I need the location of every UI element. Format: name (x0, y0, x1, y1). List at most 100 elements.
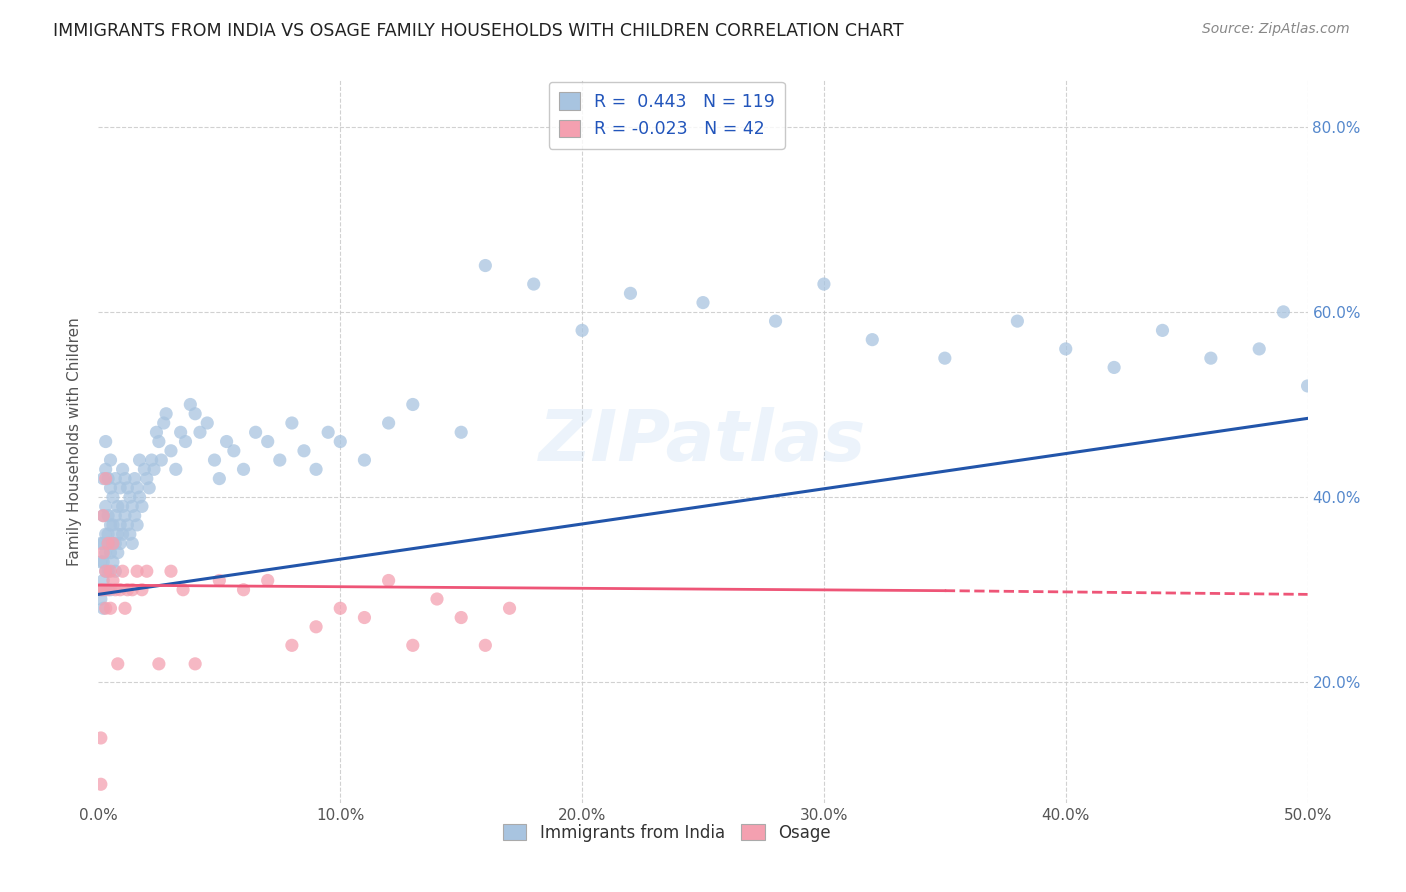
Point (91, 574, 114, 588)
Point (101, 555, 124, 569)
Point (150, 453, 173, 467)
Point (135, 472, 157, 486)
Point (111, 527, 134, 541)
Text: IMMIGRANTS FROM INDIA VS OSAGE FAMILY HOUSEHOLDS WITH CHILDREN CORRELATION CHART: IMMIGRANTS FROM INDIA VS OSAGE FAMILY HO… (53, 22, 904, 40)
Point (91, 601, 114, 615)
Point (165, 462, 187, 476)
Point (108, 517, 131, 532)
Point (1152, 323, 1174, 337)
Point (107, 527, 129, 541)
Point (232, 462, 254, 476)
Point (195, 416, 218, 430)
Point (184, 407, 207, 421)
Point (90, 731, 112, 745)
Point (91, 508, 114, 523)
Point (94, 462, 117, 476)
Point (97, 527, 120, 541)
Point (100, 564, 122, 578)
Point (1102, 360, 1125, 375)
Point (111, 564, 134, 578)
Point (141, 453, 163, 467)
Point (97, 536, 120, 550)
Point (353, 610, 375, 624)
Point (97, 536, 120, 550)
Point (111, 462, 134, 476)
Point (329, 601, 352, 615)
Point (305, 462, 328, 476)
Point (131, 500, 153, 514)
Point (1381, 351, 1403, 366)
Point (316, 425, 339, 440)
Point (172, 582, 194, 597)
Text: Source: ZipAtlas.com: Source: ZipAtlas.com (1202, 22, 1350, 37)
Point (104, 536, 127, 550)
Point (813, 277, 835, 291)
Point (245, 425, 267, 440)
Point (104, 472, 127, 486)
Point (450, 610, 472, 624)
Point (114, 472, 136, 486)
Point (90, 777, 112, 791)
Point (100, 582, 122, 597)
Point (90, 582, 112, 597)
Point (127, 564, 149, 578)
Point (1344, 397, 1367, 411)
Point (94, 434, 117, 449)
Point (134, 462, 156, 476)
Point (135, 564, 157, 578)
Point (1249, 342, 1271, 356)
Point (571, 323, 593, 337)
Point (118, 490, 141, 504)
Point (179, 397, 201, 411)
Point (94, 564, 117, 578)
Point (127, 517, 149, 532)
Point (765, 314, 787, 328)
Point (91, 536, 114, 550)
Point (101, 490, 124, 504)
Point (305, 620, 328, 634)
Point (101, 517, 124, 532)
Point (184, 657, 207, 671)
Point (498, 601, 520, 615)
Point (148, 657, 170, 671)
Point (94, 500, 117, 514)
Point (145, 425, 167, 440)
Point (281, 416, 304, 430)
Point (160, 564, 183, 578)
Point (101, 574, 124, 588)
Point (124, 508, 146, 523)
Point (100, 481, 122, 495)
Point (222, 443, 245, 458)
Point (94, 527, 117, 541)
Point (94, 564, 117, 578)
Point (292, 443, 315, 458)
Point (117, 517, 139, 532)
Point (619, 286, 641, 301)
Point (1393, 379, 1406, 393)
Point (97, 564, 120, 578)
Point (101, 536, 124, 550)
Point (1320, 369, 1343, 384)
Point (124, 472, 146, 486)
Point (108, 582, 131, 597)
Point (256, 574, 278, 588)
Point (128, 453, 150, 467)
Point (90, 555, 112, 569)
Point (100, 453, 122, 467)
Point (101, 536, 124, 550)
Point (1369, 388, 1392, 402)
Point (108, 481, 131, 495)
Point (426, 592, 449, 607)
Point (118, 527, 141, 541)
Point (91, 508, 114, 523)
Point (100, 601, 122, 615)
Point (107, 546, 129, 560)
Point (377, 574, 399, 588)
Point (100, 546, 122, 560)
Point (111, 500, 134, 514)
Point (97, 508, 120, 523)
Point (281, 638, 304, 652)
Point (269, 453, 291, 467)
Point (474, 638, 496, 652)
Point (523, 277, 546, 291)
